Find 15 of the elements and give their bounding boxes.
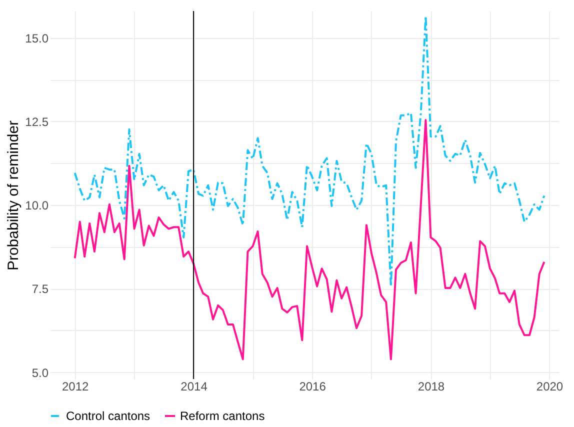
x-tick-label: 2014 — [180, 380, 208, 394]
x-tick-label: 2018 — [418, 380, 445, 394]
line-series — [74, 119, 546, 360]
line-series — [74, 15, 546, 288]
y-tick-label: 10.0 — [25, 198, 49, 213]
x-tick-label: 2012 — [62, 380, 90, 394]
y-tick-label: 12.5 — [25, 114, 49, 129]
legend-label: Control cantons — [66, 409, 150, 423]
x-tick-label: 2016 — [299, 380, 326, 394]
y-tick-label: 15.0 — [25, 31, 49, 46]
legend-label: Reform cantons — [180, 409, 265, 423]
y-tick-label: 5.0 — [32, 366, 49, 380]
y-tick-label: 7.5 — [32, 282, 49, 296]
y-axis-title: Probability of reminder — [5, 120, 22, 271]
x-tick-label: 2020 — [536, 380, 564, 394]
